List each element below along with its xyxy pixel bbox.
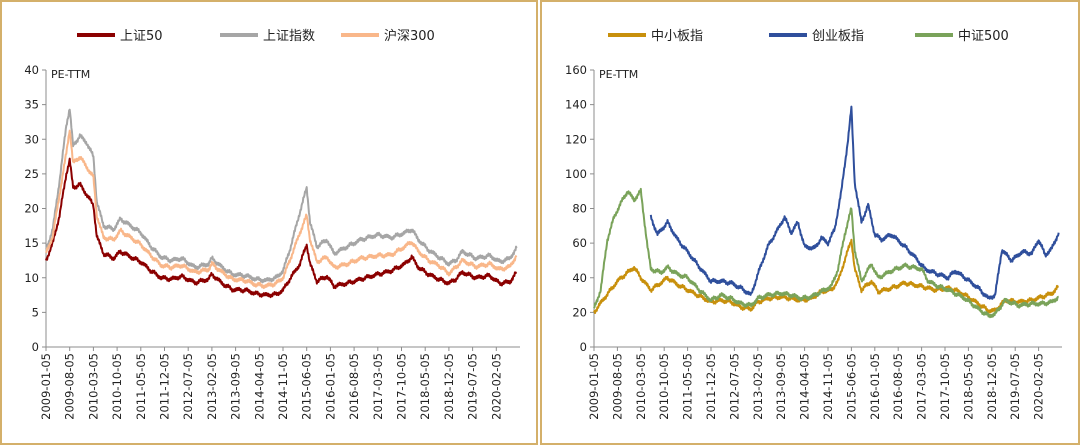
x-tick-label-right-14: 2017-03-05 xyxy=(915,353,929,420)
legend-label-left-0: 上证50 xyxy=(120,29,163,44)
x-tick-label-right-12: 2016-01-05 xyxy=(868,353,882,420)
legend-label-right-0: 中小板指 xyxy=(651,29,703,44)
x-tick-label-left-13: 2016-08-05 xyxy=(347,353,361,420)
y-tick-label-right-8: 160 xyxy=(565,63,587,77)
y-axis-label-left: PE-TTM xyxy=(51,68,90,81)
y-tick-label-left-1: 5 xyxy=(32,305,39,319)
x-tick-label-right-10: 2014-11-05 xyxy=(821,353,835,420)
x-tick-label-right-15: 2017-10-05 xyxy=(938,353,952,420)
x-tick-label-right-13: 2016-08-05 xyxy=(891,353,905,420)
x-tick-label-right-19: 2020-02-05 xyxy=(1032,353,1046,420)
legend-label-right-1: 创业板指 xyxy=(812,29,864,44)
legend-label-left-2: 沪深300 xyxy=(384,28,435,44)
x-tick-label-right-18: 2019-07-05 xyxy=(1008,353,1022,420)
x-tick-label-left-11: 2015-06-05 xyxy=(300,353,314,420)
x-tick-label-right-9: 2014-04-05 xyxy=(798,353,812,420)
series-line-left-2 xyxy=(45,129,518,290)
y-axis-label-right: PE-TTM xyxy=(599,68,638,81)
y-tick-label-left-8: 40 xyxy=(24,63,39,77)
x-tick-label-right-2: 2010-03-05 xyxy=(634,353,648,420)
x-tick-label-right-3: 2010-10-05 xyxy=(657,353,671,420)
x-tick-label-right-0: 2009-01-05 xyxy=(587,353,601,420)
x-tick-label-right-8: 2013-09-05 xyxy=(774,353,788,420)
series-line-right-2 xyxy=(593,187,1060,319)
x-tick-label-right-16: 2018-05-05 xyxy=(961,353,975,420)
x-tick-label-left-8: 2013-09-05 xyxy=(229,353,243,420)
y-tick-label-right-7: 140 xyxy=(565,98,587,112)
y-tick-label-left-4: 20 xyxy=(24,202,39,216)
x-tick-label-right-11: 2015-06-05 xyxy=(844,353,858,420)
x-tick-label-right-17: 2018-12-05 xyxy=(985,353,999,420)
chart-panel-left: 上证50 上证指数 沪深300 0 5 10 15 20 25 30 35 40 PE-TTM 2009-… xyxy=(0,0,538,445)
x-tick-label-left-3: 2010-10-05 xyxy=(110,353,124,420)
chart-left-svg: 上证50 上证指数 沪深300 0 5 10 15 20 25 30 35 40 PE-TTM 2009-… xyxy=(24,28,520,420)
y-tick-label-right-4: 80 xyxy=(572,202,587,216)
x-tick-label-right-7: 2013-02-05 xyxy=(751,353,765,420)
x-tick-label-left-5: 2011-12-05 xyxy=(158,353,172,420)
x-tick-label-left-14: 2017-03-05 xyxy=(371,353,385,420)
x-tick-label-left-12: 2016-01-05 xyxy=(323,353,337,420)
y-tick-label-left-0: 0 xyxy=(32,340,39,354)
y-tick-label-right-0: 0 xyxy=(580,340,587,354)
x-tick-label-right-1: 2009-08-05 xyxy=(610,353,624,420)
y-tick-label-right-2: 40 xyxy=(572,271,587,285)
y-tick-label-left-6: 30 xyxy=(24,132,39,146)
y-tick-label-left-2: 10 xyxy=(24,271,39,285)
series-line-left-0 xyxy=(45,157,518,299)
chart-panel-right: 中小板指 创业板指 中证500 0 20 40 60 80 100 120 140 160 PE-TTM… xyxy=(540,0,1080,445)
x-tick-label-left-6: 2012-07-05 xyxy=(181,353,195,420)
y-tick-label-left-7: 35 xyxy=(24,98,39,112)
x-tick-label-left-18: 2019-07-05 xyxy=(466,353,480,420)
x-tick-label-left-4: 2011-05-05 xyxy=(134,353,148,420)
x-tick-label-left-9: 2014-04-05 xyxy=(252,353,266,420)
x-tick-label-left-1: 2009-08-05 xyxy=(63,353,77,420)
y-tick-label-right-5: 100 xyxy=(565,167,587,181)
x-tick-label-left-19: 2020-02-05 xyxy=(489,353,503,420)
x-tick-label-left-2: 2010-03-05 xyxy=(86,353,100,420)
y-tick-label-left-3: 15 xyxy=(24,236,39,250)
series-line-right-1 xyxy=(649,105,1060,300)
x-tick-label-right-6: 2012-07-05 xyxy=(727,353,741,420)
x-tick-label-left-7: 2013-02-05 xyxy=(205,353,219,420)
legend-label-right-2: 中证500 xyxy=(958,29,1009,44)
x-tick-label-left-17: 2018-12-05 xyxy=(442,353,456,420)
legend-label-left-1: 上证指数 xyxy=(263,29,315,44)
x-tick-label-right-5: 2011-12-05 xyxy=(704,353,718,420)
chart-right-svg: 中小板指 创业板指 中证500 0 20 40 60 80 100 120 140 160 PE-TTM… xyxy=(565,29,1062,420)
series-line-right-0 xyxy=(593,238,1060,314)
y-tick-label-left-5: 25 xyxy=(24,167,39,181)
x-tick-label-left-0: 2009-01-05 xyxy=(39,353,53,420)
series-line-left-1 xyxy=(45,108,518,284)
x-tick-label-left-15: 2017-10-05 xyxy=(395,353,409,420)
y-tick-label-right-1: 20 xyxy=(572,305,587,319)
x-tick-label-left-16: 2018-05-05 xyxy=(418,353,432,420)
y-tick-label-right-3: 60 xyxy=(572,236,587,250)
y-tick-label-right-6: 120 xyxy=(565,132,587,146)
x-tick-label-left-10: 2014-11-05 xyxy=(276,353,290,420)
x-tick-label-right-4: 2011-05-05 xyxy=(681,353,695,420)
